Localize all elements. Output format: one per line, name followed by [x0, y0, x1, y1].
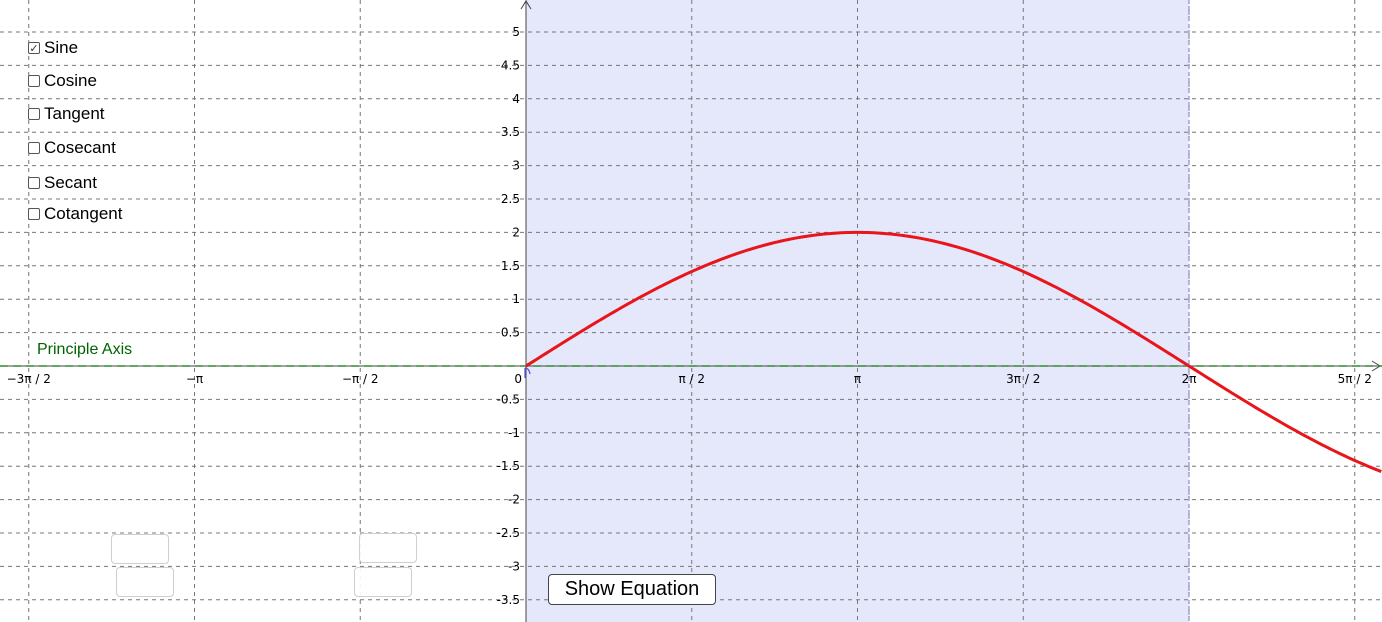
y-tick-label: -2.5 [497, 526, 520, 540]
slider-input-c[interactable] [359, 533, 417, 563]
y-tick-label: 3 [512, 159, 520, 173]
slider-input-d[interactable] [354, 567, 412, 597]
y-tick-label: 1 [512, 292, 520, 306]
x-tick-label: −π / 2 [342, 372, 379, 386]
principle-axis-label: Principle Axis [37, 341, 133, 358]
y-tick-label: 0.5 [501, 326, 520, 340]
y-tick-label: 5 [512, 25, 520, 39]
y-tick-label: 4 [512, 92, 520, 106]
checkbox-icon[interactable] [28, 108, 40, 120]
checkbox-cotangent[interactable]: Cotangent [28, 204, 122, 224]
x-tick-label: π [854, 372, 861, 386]
y-tick-label: 2 [512, 225, 520, 239]
checkbox-icon[interactable]: ✓ [28, 41, 40, 55]
y-tick-label: -1.5 [497, 459, 520, 473]
x-tick-label: 5π / 2 [1338, 372, 1372, 386]
checkbox-label: Cosecant [44, 138, 116, 157]
checkbox-icon[interactable] [28, 75, 40, 87]
checkbox-label: Tangent [44, 104, 105, 123]
origin-point[interactable] [524, 367, 531, 378]
y-tick-label: -0.5 [497, 392, 520, 406]
y-axis-arrow [520, 0, 532, 10]
x-tick-label: π / 2 [678, 372, 705, 386]
checkbox-label: Secant [44, 173, 97, 192]
x-tick-label: −3π / 2 [7, 372, 51, 386]
checkbox-tangent[interactable]: Tangent [28, 104, 105, 124]
y-tick-label: -3 [508, 559, 520, 573]
checkbox-label: Cosine [44, 71, 97, 90]
y-tick-label: 3.5 [501, 125, 520, 139]
x-tick-label: 0 [514, 372, 522, 386]
sine-curve[interactable] [525, 230, 1382, 473]
y-tick-labels: 5 4.5 4 3.5 3 2.5 2 1.5 1 0.5 -0.5 -1 -1.5 -2 -2.5 -3 -3… [497, 25, 520, 607]
checkbox-icon[interactable] [28, 177, 40, 189]
y-tick-label: 1.5 [501, 259, 520, 273]
y-tick-label: 2.5 [501, 192, 520, 206]
checkbox-icon[interactable] [28, 142, 40, 154]
checkbox-label: Sine [44, 38, 79, 57]
checkbox-label: Cotangent [44, 204, 123, 223]
x-tick-label: 3π / 2 [1006, 372, 1040, 386]
checkbox-secant[interactable]: Secant [28, 173, 97, 193]
checkbox-cosecant[interactable]: Cosecant [28, 138, 116, 158]
period-shaded-region [526, 0, 1189, 622]
checkbox-sine[interactable]: ✓ Sine [28, 38, 78, 58]
show-equation-button[interactable]: Show Equation [548, 574, 716, 605]
checkbox-cosine[interactable]: Cosine [28, 71, 97, 91]
x-tick-label: −π [186, 372, 203, 386]
y-tick-label: -2 [508, 493, 520, 507]
slider-input-a[interactable] [111, 534, 169, 564]
y-tick-label: -3.5 [497, 593, 520, 607]
y-tick-label: -1 [508, 426, 520, 440]
slider-input-b[interactable] [116, 567, 174, 597]
checkbox-icon[interactable] [28, 208, 40, 220]
x-tick-label: 2π [1182, 372, 1197, 386]
y-tick-label: 4.5 [501, 58, 520, 72]
